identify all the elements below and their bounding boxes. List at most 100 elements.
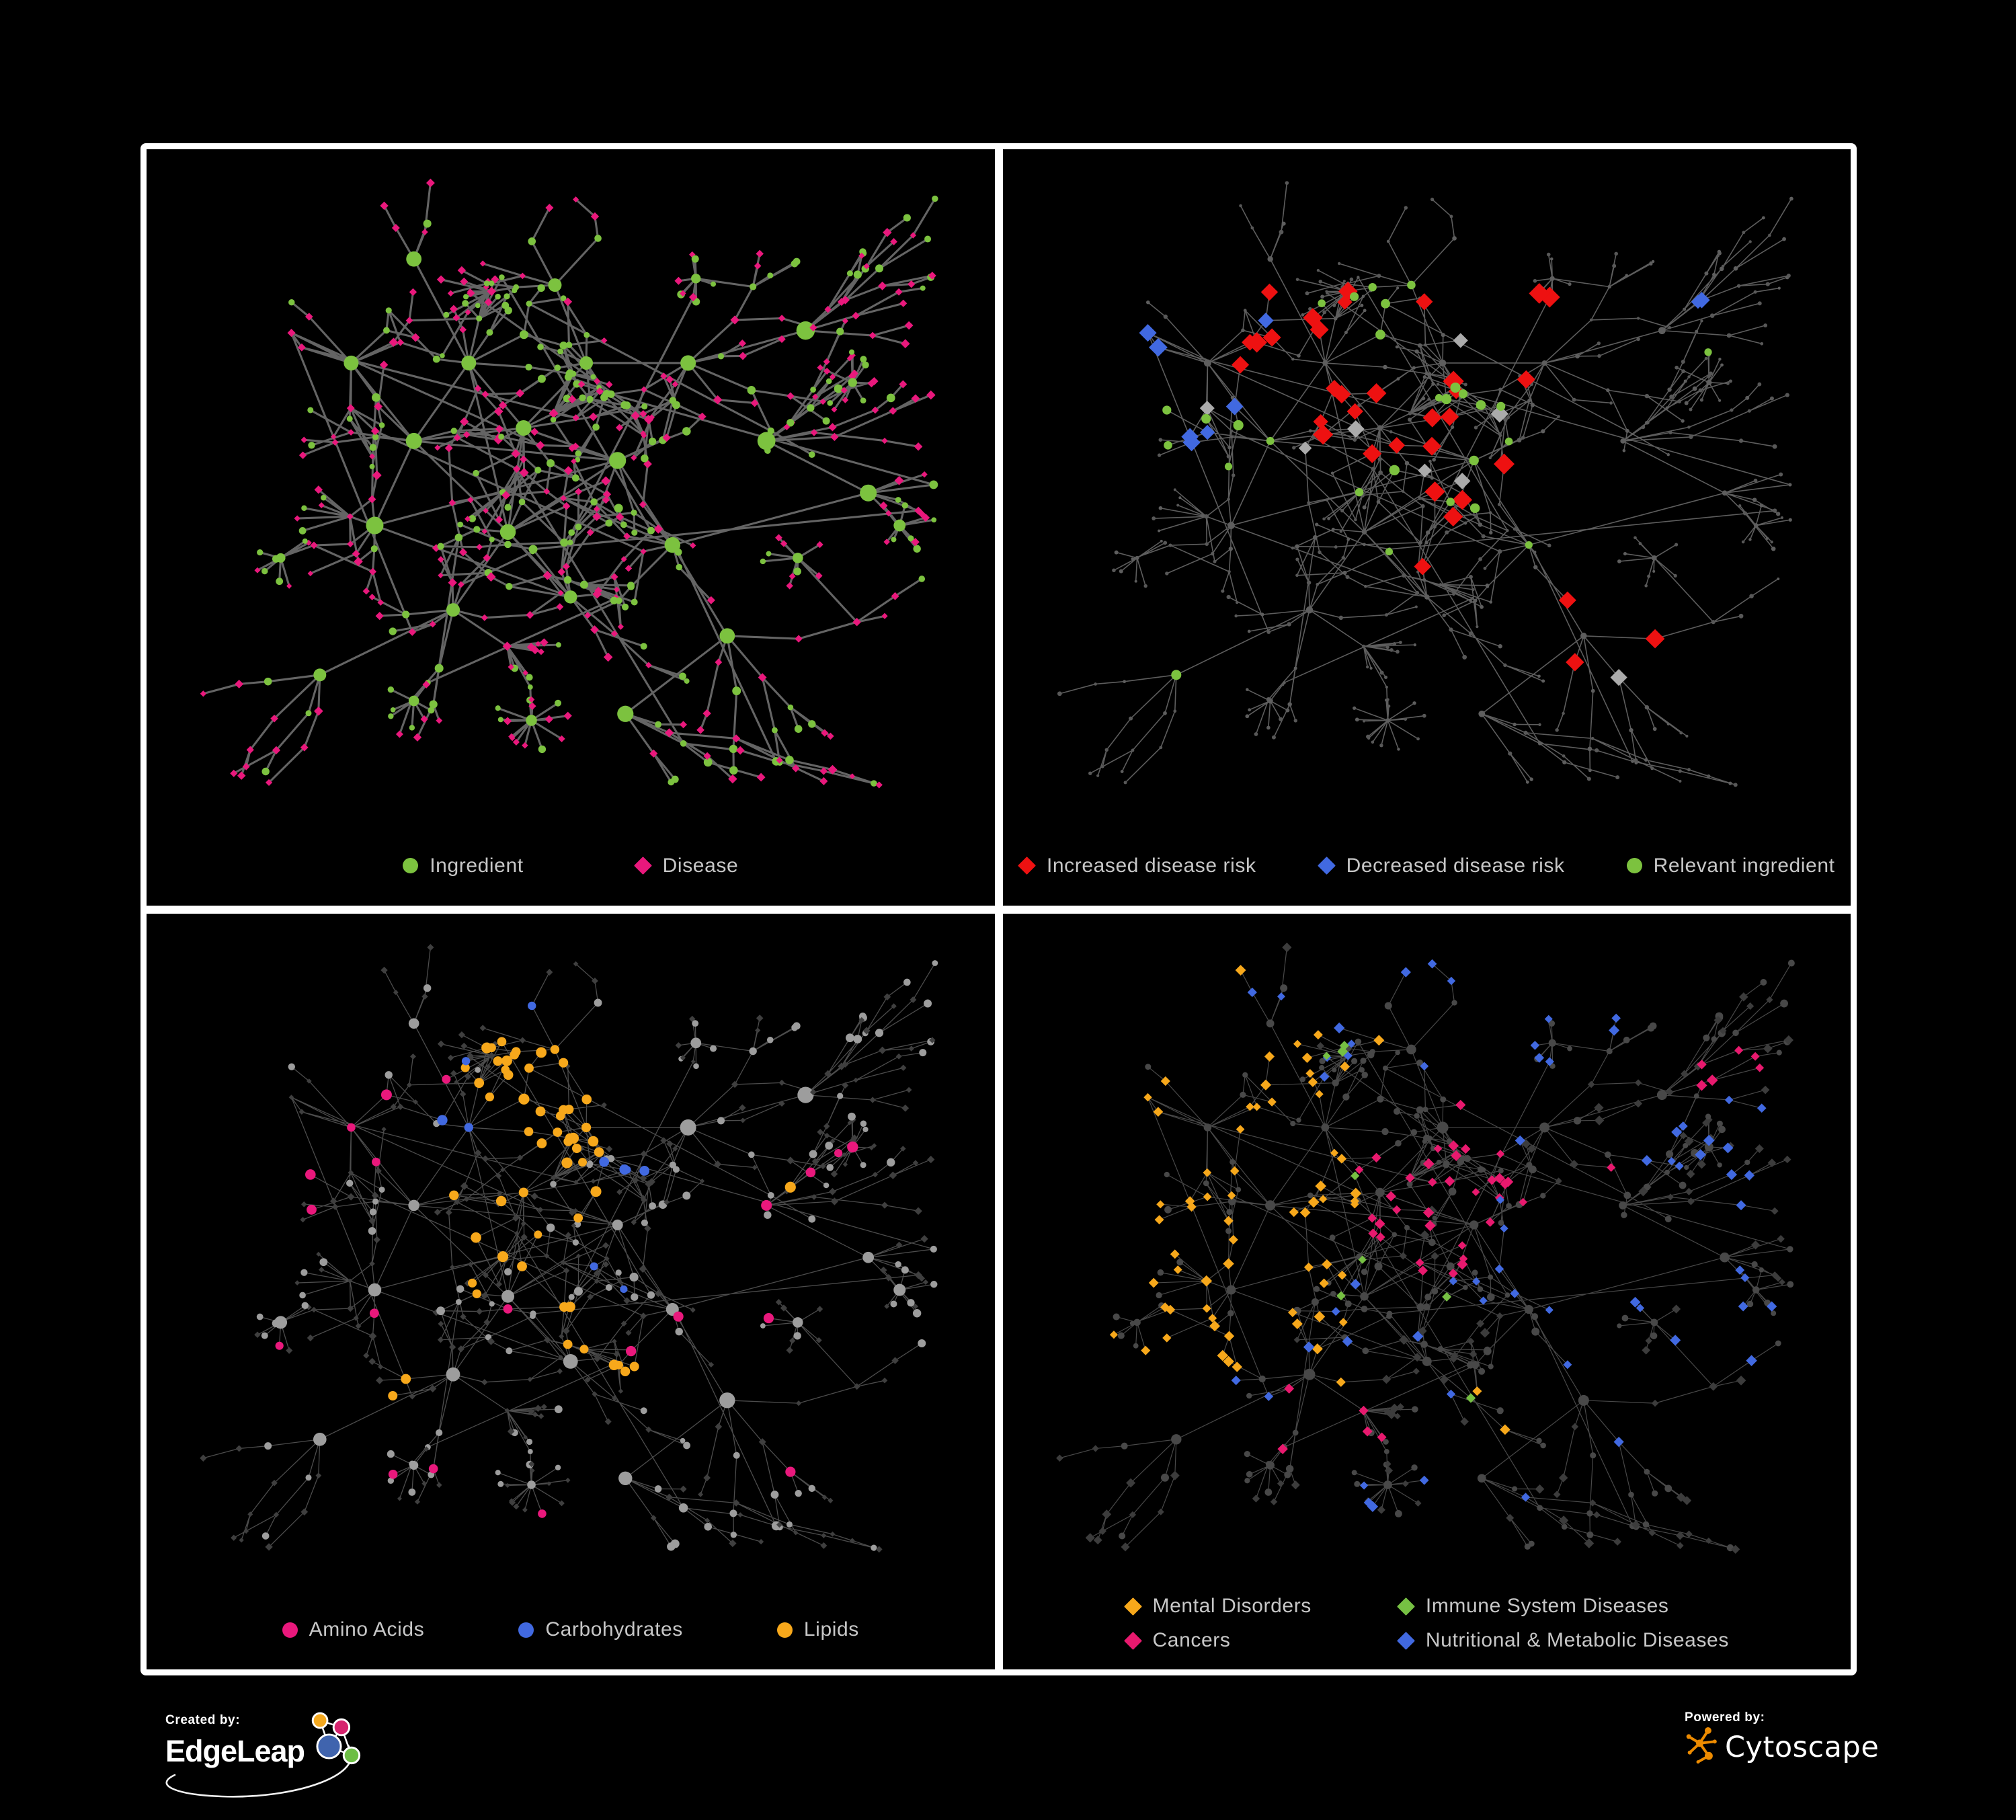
network-node: [1789, 196, 1793, 201]
network-node: [288, 299, 295, 306]
network-node: [436, 1306, 445, 1315]
network-node: [819, 777, 828, 785]
network-node: [1389, 648, 1394, 652]
network-node: [330, 434, 337, 440]
network-node: [1465, 1392, 1476, 1403]
network-node: [1540, 429, 1545, 434]
network-node: [1619, 438, 1625, 444]
network-node: [534, 1404, 542, 1412]
network-node: [1682, 307, 1686, 311]
network-node: [825, 1141, 834, 1150]
network-node: [1436, 1159, 1441, 1164]
network-node: [1468, 574, 1473, 579]
network-node: [604, 1417, 612, 1425]
network-node: [1262, 328, 1281, 347]
network-node: [1616, 1322, 1621, 1329]
network-node: [1687, 768, 1691, 772]
network-node: [272, 746, 281, 755]
network-node: [1246, 1470, 1252, 1478]
network-node: [1648, 1024, 1653, 1030]
network-node: [1356, 276, 1360, 279]
network-node: [1463, 521, 1467, 525]
network-node: [379, 360, 389, 369]
network-node: [1384, 1460, 1392, 1467]
network-node: [261, 1332, 268, 1339]
network-node: [808, 451, 815, 459]
network-node: [512, 1214, 520, 1222]
network-node: [875, 264, 884, 273]
network-node: [1488, 456, 1492, 460]
network-node: [1625, 428, 1629, 433]
network-node: [532, 1411, 538, 1417]
network-node: [1441, 393, 1451, 405]
network-node: [495, 1172, 502, 1179]
network-node: [1227, 569, 1231, 573]
network-node: [614, 504, 623, 513]
network-node: [819, 398, 826, 405]
network-node: [674, 548, 682, 556]
network-node: [1530, 403, 1535, 407]
network-node: [1257, 313, 1274, 329]
network-node: [530, 645, 540, 655]
network-node: [1408, 411, 1412, 416]
network-node: [918, 576, 926, 582]
network-node: [1414, 605, 1418, 608]
network-node: [1342, 1335, 1353, 1347]
network-node: [1244, 1477, 1250, 1483]
network-node: [1547, 543, 1551, 548]
powered-by-label: Powered by:: [1685, 1710, 1765, 1725]
network-node: [1539, 1442, 1546, 1448]
network-node: [645, 662, 652, 669]
network-node: [1406, 1181, 1413, 1187]
network-node: [1430, 382, 1435, 386]
network-node: [883, 539, 890, 545]
network-node: [1453, 333, 1468, 348]
network-node: [1545, 1305, 1554, 1314]
network-node: [848, 1112, 856, 1121]
network-node: [1664, 1169, 1670, 1175]
network-node: [286, 583, 292, 589]
network-node: [900, 1064, 907, 1071]
network-node: [1775, 512, 1780, 516]
edgeleap-brand: EdgeLeap: [165, 1712, 365, 1798]
network-node: [489, 280, 495, 286]
network-node: [1121, 1442, 1128, 1450]
network-node: [819, 1162, 826, 1169]
network-node: [420, 715, 428, 723]
network-node: [715, 658, 723, 666]
network-node: [1468, 455, 1479, 466]
network-node: [763, 1312, 774, 1323]
network-node: [575, 487, 583, 496]
network-node: [828, 1497, 834, 1503]
network-node: [1202, 1304, 1211, 1313]
network-node: [1201, 413, 1211, 424]
network-node: [900, 1145, 906, 1152]
network-node: [1419, 1061, 1428, 1070]
network-node: [1539, 1192, 1546, 1199]
network-node: [493, 1056, 503, 1066]
network-node: [620, 521, 627, 528]
network-node: [823, 1122, 830, 1130]
network-node: [276, 553, 286, 563]
network-node: [1578, 1394, 1589, 1406]
network-node: [300, 1216, 306, 1222]
network-node: [617, 1278, 622, 1283]
network-node: [1281, 682, 1284, 686]
network-node: [869, 1096, 876, 1103]
network-node: [578, 1146, 585, 1152]
network-node: [1339, 1040, 1349, 1050]
network-node: [1162, 1333, 1171, 1343]
network-node: [1377, 1432, 1387, 1442]
network-node: [1287, 702, 1292, 707]
network-node: [842, 317, 849, 324]
network-node: [1650, 766, 1654, 770]
network-node: [1355, 1038, 1361, 1045]
network-node: [1531, 1327, 1539, 1336]
network-node: [1170, 1433, 1182, 1445]
network-node: [1336, 1153, 1346, 1164]
network-node: [1638, 1186, 1648, 1196]
network-node: [760, 558, 766, 565]
network-node: [791, 764, 800, 773]
network-node: [1263, 1391, 1273, 1401]
legend-label: Nutritional & Metabolic Diseases: [1425, 1629, 1729, 1651]
